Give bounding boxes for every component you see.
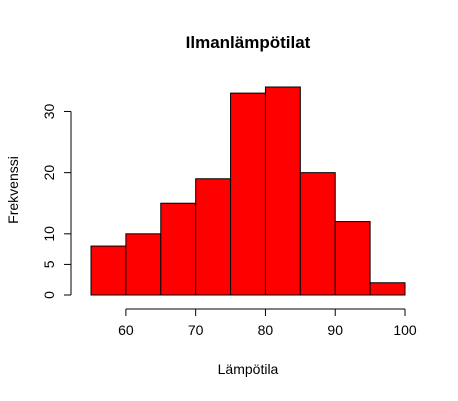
y-tick-label: 30 bbox=[41, 103, 57, 119]
chart-title: Ilmanlämpötilat bbox=[186, 33, 311, 52]
histogram-bar bbox=[90, 245, 127, 296]
y-tick-label: 20 bbox=[41, 165, 57, 181]
histogram-bar bbox=[160, 202, 197, 296]
x-tick-label: 80 bbox=[258, 322, 274, 338]
x-tick-label: 60 bbox=[118, 322, 134, 338]
y-tick-label: 10 bbox=[41, 226, 57, 242]
bars-group bbox=[90, 86, 406, 296]
histogram-bar bbox=[264, 86, 301, 296]
y-tick-label: 5 bbox=[41, 260, 57, 268]
histogram-bar bbox=[230, 92, 266, 296]
x-axis-label: Lämpötila bbox=[218, 361, 279, 377]
histogram-bar bbox=[369, 282, 406, 296]
histogram-bar bbox=[299, 172, 336, 296]
histogram-bar bbox=[334, 221, 371, 296]
x-tick-label: 90 bbox=[327, 322, 343, 338]
x-axis: 60 70 80 90 100 bbox=[118, 308, 417, 338]
histogram-bar bbox=[195, 178, 232, 296]
y-axis-label: Frekvenssi bbox=[5, 156, 21, 224]
y-axis: 0 5 10 20 30 bbox=[41, 103, 72, 299]
x-tick-label: 70 bbox=[188, 322, 204, 338]
y-tick-label: 0 bbox=[41, 291, 57, 299]
x-tick-label: 100 bbox=[393, 322, 417, 338]
histogram-bar bbox=[125, 233, 162, 296]
